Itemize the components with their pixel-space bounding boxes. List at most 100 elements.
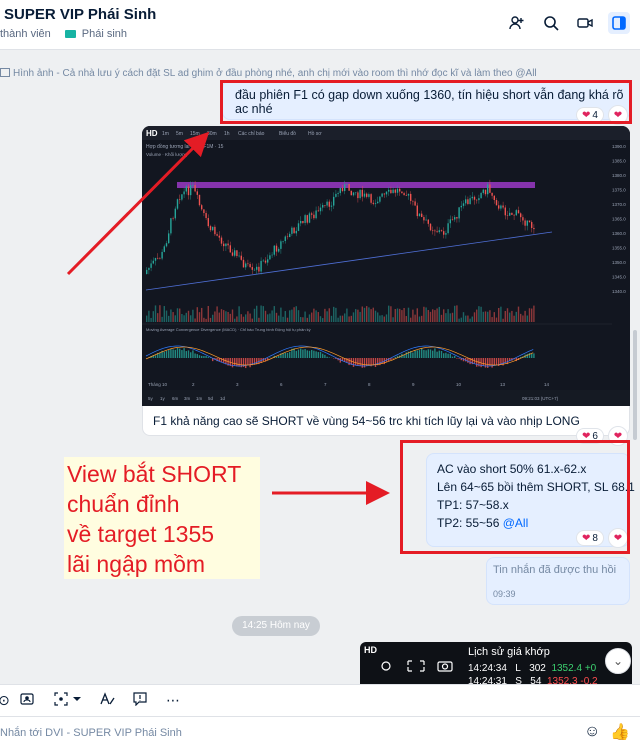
chevron-down-icon: ⌄	[612, 654, 624, 668]
candle-body	[315, 210, 317, 219]
candle-body	[509, 212, 511, 216]
candle-body	[438, 230, 440, 233]
message-composer[interactable]: Nhắn tới DVI - SUPER VIP Phái Sinh ☺ 👍	[0, 716, 640, 746]
macd-histogram-bar	[520, 356, 522, 358]
more-icon[interactable]: ⋯	[166, 692, 180, 708]
range-button: 3m	[184, 396, 191, 401]
volume-bar	[487, 311, 489, 322]
video-call-icon[interactable]	[574, 12, 596, 34]
sticker-icon[interactable]: ⊙	[0, 692, 10, 708]
candle-body	[275, 245, 278, 252]
category-tag-label[interactable]: Phái sinh	[81, 28, 128, 40]
candle-body	[517, 210, 520, 214]
macd-histogram-bar	[152, 355, 154, 358]
chart-screenshot[interactable]: HD 1m 5m 15m 30m 1h Các chỉ báo Biểu đồ Hồ sơ H…	[142, 126, 630, 406]
x-tick-label: 14	[544, 382, 550, 387]
candle-body	[344, 184, 346, 192]
macd-histogram-bar	[390, 358, 392, 360]
heart-react-button[interactable]: ❤	[608, 105, 628, 125]
candle-body	[205, 213, 207, 219]
x-tick-label: 6	[280, 382, 283, 387]
volume-bar	[207, 305, 209, 322]
candle-body	[172, 218, 174, 219]
volume-bar	[467, 315, 469, 322]
volume-bar	[522, 315, 524, 322]
candle-body	[297, 223, 300, 231]
fullscreen-icon	[407, 660, 425, 672]
macd-histogram-bar	[341, 358, 344, 361]
contact-card-icon[interactable]	[20, 692, 34, 709]
screenshot-icon[interactable]	[54, 692, 82, 709]
message-bubble[interactable]: đầu phiên F1 có gap down xuống 1360, tín…	[222, 80, 630, 120]
candle-body	[194, 185, 196, 192]
mention-all[interactable]: @All	[502, 516, 529, 530]
recalled-message[interactable]: Tin nhắn đã được thu hồi 09:39	[486, 557, 630, 605]
macd-histogram-bar	[368, 358, 370, 366]
macd-histogram-bar	[258, 358, 260, 365]
candle-body	[533, 227, 535, 230]
member-count[interactable]: thành viên	[0, 28, 51, 40]
macd-histogram-bar	[174, 349, 176, 358]
macd-histogram-bar	[196, 354, 198, 358]
candle-body	[460, 205, 462, 208]
format-text-icon[interactable]	[100, 692, 116, 709]
macd-histogram-bar	[467, 358, 469, 363]
volume-bar	[238, 306, 240, 322]
like-icon[interactable]: 👍	[610, 724, 630, 741]
volume-bar	[161, 316, 163, 322]
volume-bar	[460, 317, 462, 322]
scroll-to-bottom-button[interactable]: ⌄	[605, 648, 631, 674]
macd-histogram-bar	[344, 358, 346, 362]
candle-body	[498, 205, 500, 209]
candle-body	[203, 209, 205, 214]
volume-bar	[403, 307, 405, 322]
group-title[interactable]: SUPER VIP Phái Sinh	[4, 6, 157, 23]
candle-body	[308, 213, 311, 223]
macd-histogram-bar	[469, 358, 471, 365]
message-input[interactable]: Nhắn tới DVI - SUPER VIP Phái Sinh	[0, 727, 182, 739]
macd-histogram-bar	[381, 358, 383, 364]
candle-body	[306, 215, 308, 223]
candle-body	[390, 189, 392, 194]
volume-bar	[194, 318, 196, 322]
macd-histogram-bar	[482, 358, 484, 366]
macd-histogram-bar	[403, 354, 405, 358]
volume-bar	[471, 316, 473, 322]
volume-bar	[372, 307, 374, 322]
message-line: AC vào short 50% 61.x-62.x	[437, 462, 587, 476]
macd-histogram-bar	[203, 356, 205, 358]
macd-histogram-bar	[284, 352, 286, 358]
volume-bar	[363, 307, 366, 322]
volume-bar	[410, 317, 412, 322]
candle-body	[357, 192, 359, 199]
scrollbar[interactable]	[633, 330, 637, 440]
pinned-notice[interactable]: Hình ảnh - Cả nhà lưu ý cách đặt SL ad g…	[0, 68, 560, 79]
volume-bar	[333, 306, 335, 322]
x-tick-label: 8	[368, 382, 371, 387]
candle-body	[190, 185, 192, 196]
volume-bar	[480, 306, 482, 322]
sidebar-toggle-icon[interactable]	[608, 12, 630, 34]
candle-body	[414, 201, 416, 206]
volume-bar	[192, 309, 194, 322]
macd-histogram-bar	[326, 356, 328, 358]
volume-bar	[528, 308, 531, 322]
candle-body	[520, 213, 522, 218]
highlight-box	[400, 440, 630, 554]
search-icon[interactable]	[540, 12, 562, 34]
macd-histogram-bar	[225, 358, 227, 365]
trade-history-image[interactable]: HD Lịch sử giá khớp 14:24:34 L 302 1352.…	[360, 642, 632, 684]
emoji-icon[interactable]: ☺	[584, 723, 601, 740]
y-tick-label: 1370.0	[612, 202, 626, 207]
y-tick-label: 1345.0	[612, 275, 626, 280]
macd-histogram-bar	[253, 358, 256, 365]
quick-message-icon[interactable]	[132, 692, 148, 709]
macd-histogram-bar	[515, 358, 517, 362]
volume-bar	[319, 316, 322, 322]
candle-body	[264, 260, 267, 263]
reaction-count[interactable]: ❤ 8	[576, 530, 604, 546]
volume-bar	[346, 308, 348, 322]
volume-bar	[286, 317, 289, 322]
macd-histogram-bar	[495, 358, 498, 366]
add-member-icon[interactable]	[506, 12, 528, 34]
